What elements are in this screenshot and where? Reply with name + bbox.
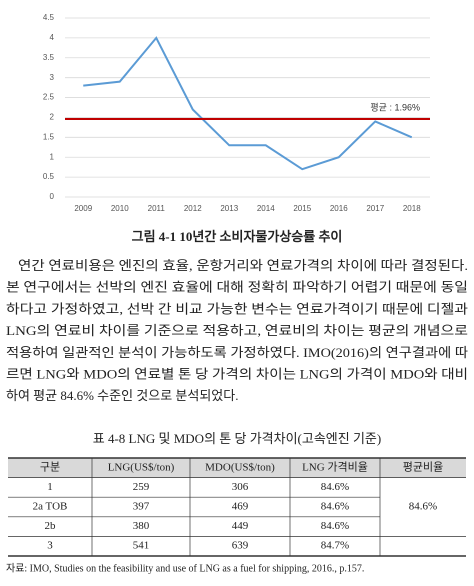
table-header-bg — [8, 458, 466, 478]
paragraph-line: 르면 LNG와 MDO의 연료별 톤 당 가격의 차이는 LNG의 가격이 MD… — [6, 366, 468, 381]
table-cell: 1 — [47, 481, 53, 493]
figure-caption: 그림 4-1 10년간 소비자물가상승률 추이 — [132, 229, 343, 244]
x-tick-label: 2014 — [257, 204, 275, 213]
x-tick-label: 2011 — [148, 204, 166, 213]
table-cell: 3 — [47, 540, 53, 552]
table-merged-cell: 84.6% — [409, 501, 437, 513]
paragraph-line: 하다고 가정하였고, 선박 간 비교 가능한 변수는 연료가격이기 때문에 디젤… — [6, 301, 468, 316]
y-tick-label: 3.5 — [43, 53, 55, 62]
table-header-cell: 평균비율 — [403, 460, 443, 473]
y-tick-label: 4.5 — [43, 13, 55, 22]
paragraph-line: LNG의 연료비 차이를 기준으로 적용하고, 연료비의 차이는 평균의 개념으… — [6, 323, 468, 338]
x-tick-label: 2009 — [74, 204, 92, 213]
y-tick-label: 1.5 — [43, 132, 55, 141]
x-tick-label: 2018 — [403, 204, 421, 213]
y-tick-label: 4 — [50, 33, 55, 42]
x-tick-label: 2010 — [111, 204, 129, 213]
table-cell: 397 — [133, 501, 150, 513]
y-tick-label: 2 — [50, 113, 55, 122]
table-cell: 2b — [45, 520, 57, 532]
x-tick-label: 2013 — [220, 204, 238, 213]
paragraph-line: 연간 연료비용은 엔진의 효율, 운항거리와 연료가격의 차이에 따라 결정된다… — [18, 258, 468, 273]
table-header-cell: MDO(US$/ton) — [205, 461, 275, 473]
table-title: 표 4-8 LNG 및 MDO의 톤 당 가격차이(고속엔진 기준) — [93, 431, 381, 446]
y-tick-label: 0 — [50, 192, 55, 201]
paragraph-line: 적용하여 일관적인 분석이 가능하도록 가정하였다. IMO(2016)의 연구… — [6, 345, 468, 360]
source-note: 자료: IMO, Studies on the feasibility and … — [6, 562, 364, 574]
table-cell: 84.7% — [321, 540, 349, 552]
data-line — [83, 36, 413, 171]
x-tick-label: 2017 — [366, 204, 384, 213]
table-cell: 541 — [133, 540, 150, 552]
x-tick-label: 2016 — [330, 204, 348, 213]
table-cell: 469 — [232, 501, 249, 513]
y-tick-label: 1 — [50, 152, 55, 161]
table-header-cell: LNG(US$/ton) — [108, 461, 175, 473]
table-cell: 380 — [133, 520, 150, 532]
table-cell: 2a TOB — [33, 501, 68, 513]
y-tick-label: 0.5 — [43, 172, 55, 181]
x-tick-label: 2012 — [184, 204, 202, 213]
paragraph-line: 본 연구에서는 선박의 엔진 효율에 대해 정확히 파악하기 어렵기 때문에 동… — [6, 280, 468, 295]
table-cell: 259 — [133, 481, 150, 493]
table-cell: 84.6% — [321, 481, 349, 493]
table-cell: 306 — [232, 481, 249, 493]
paragraph-line: 하여 평균 84.6% 수준인 것으로 분석되었다. — [6, 388, 238, 403]
table-cell: 639 — [232, 540, 249, 552]
y-tick-label: 2.5 — [43, 93, 55, 102]
x-tick-label: 2015 — [293, 204, 311, 213]
table-header-cell: LNG 가격비율 — [302, 460, 368, 473]
average-label: 평균 : 1.96% — [370, 102, 420, 112]
table-cell: 84.6% — [321, 520, 349, 532]
y-tick-label: 3 — [50, 73, 55, 82]
table-cell: 84.6% — [321, 501, 349, 513]
table-header-cell: 구분 — [40, 461, 60, 473]
table-cell: 449 — [232, 520, 249, 532]
